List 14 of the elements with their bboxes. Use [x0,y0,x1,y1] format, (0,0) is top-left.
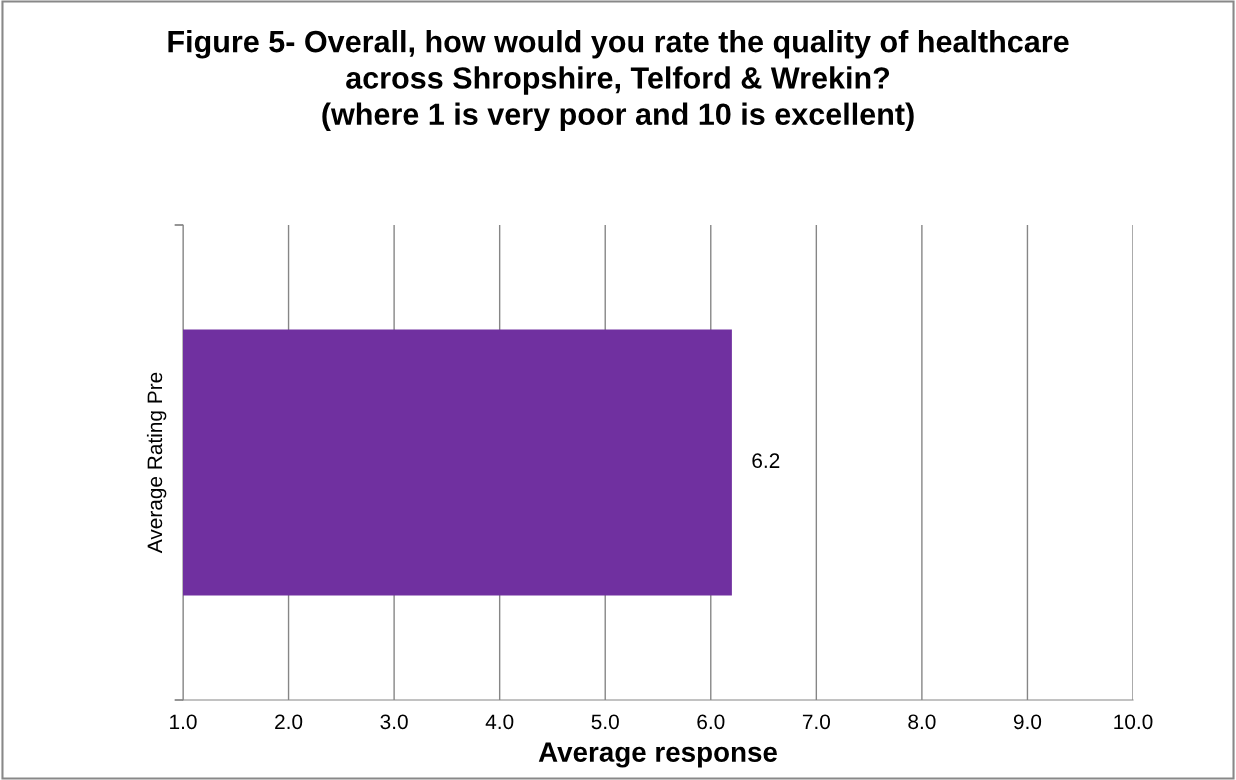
x-tick-label: 10.0 [1114,714,1153,730]
x-tick-label: 2.0 [275,714,303,730]
y-tick-label: Average Rating Pre [146,372,167,554]
x-tick-label: 3.0 [380,714,408,730]
x-tick-label: 1.0 [170,714,197,730]
data-label: 6.2 [752,453,780,469]
chart-title: Figure 5- Overall, how would you rate the quality of healthcare across Shropshire, Telford & Wrekin? (where 1 is very poor and 10 is excellent) [168,30,1069,132]
x-tick-label: 4.0 [485,714,514,730]
x-tick-label: 6.0 [697,714,725,730]
x-tick-label: 9.0 [1013,714,1042,730]
x-tick-label: 7.0 [802,714,830,730]
x-tick-label: 5.0 [591,714,619,730]
x-tick-label: 8.0 [908,714,936,730]
x-axis-title: Average response [538,742,777,768]
